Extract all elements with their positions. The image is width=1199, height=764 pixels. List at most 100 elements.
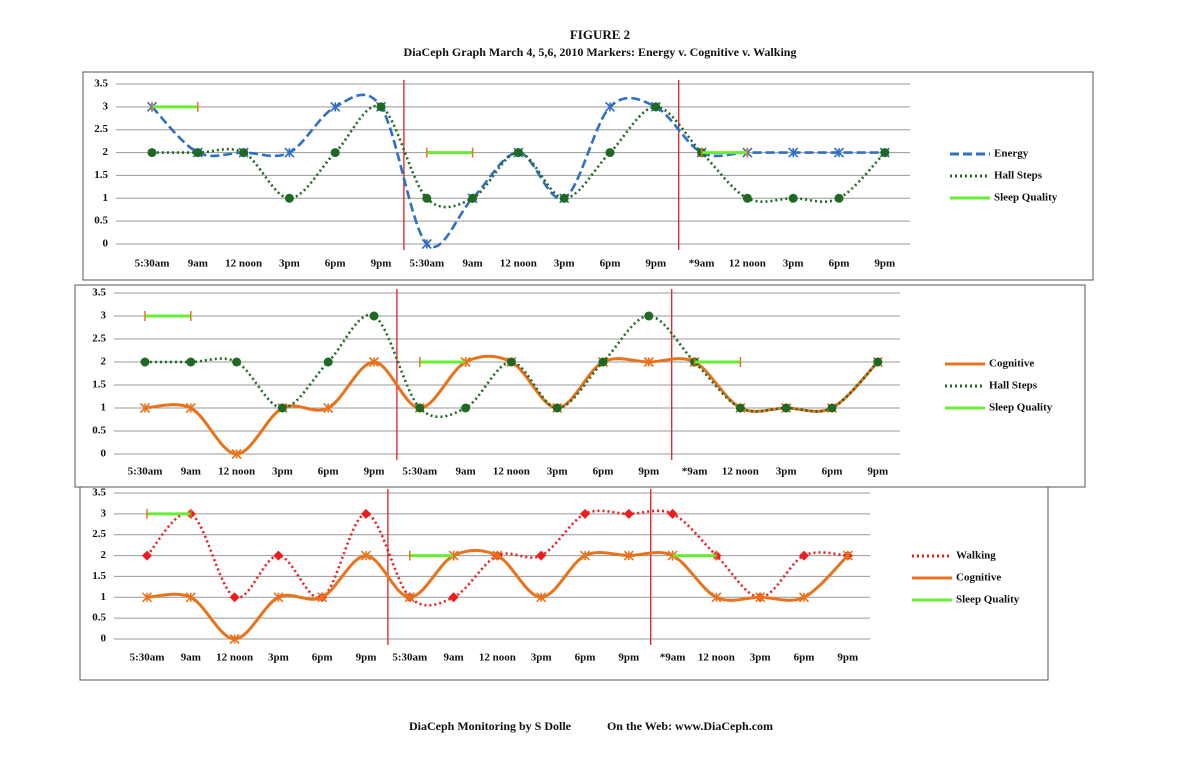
point <box>651 102 661 112</box>
series <box>151 101 749 158</box>
point <box>880 148 890 158</box>
y-tick-label: 0.5 <box>92 425 106 437</box>
x-tick-label: *9am <box>682 466 708 478</box>
x-tick-label: 9pm <box>364 466 385 478</box>
legend-label: Cognitive <box>989 358 1034 370</box>
x-tick-label: 3pm <box>272 466 293 478</box>
legend-label: Sleep Quality <box>994 192 1058 204</box>
point <box>788 193 798 203</box>
point <box>827 403 837 413</box>
legend-label: Sleep Quality <box>989 402 1053 414</box>
series <box>147 102 890 209</box>
point <box>404 592 415 603</box>
y-tick-label: 3.5 <box>92 487 106 499</box>
point <box>376 102 386 112</box>
point <box>536 592 547 603</box>
point <box>185 592 196 603</box>
point <box>711 592 722 603</box>
y-tick-label: 0 <box>101 448 107 460</box>
y-tick-label: 3 <box>101 310 107 322</box>
x-tick-label: 5:30am <box>135 258 170 270</box>
x-tick-label: 9pm <box>867 466 888 478</box>
x-tick-label: 12 noon <box>216 652 253 664</box>
point <box>598 357 608 367</box>
point <box>273 550 284 561</box>
series <box>146 93 890 250</box>
point <box>667 508 678 519</box>
x-tick-label: 9am <box>444 652 464 664</box>
point <box>186 357 196 367</box>
legend-label: Sleep Quality <box>956 594 1020 606</box>
x-tick-label: 3pm <box>531 652 552 664</box>
point <box>448 592 459 603</box>
point <box>580 508 590 519</box>
point <box>139 402 151 414</box>
x-tick-label: 5:30am <box>130 652 165 664</box>
legend-label: Energy <box>994 148 1029 160</box>
x-tick-label: 9am <box>181 466 201 478</box>
point <box>798 592 810 603</box>
chart-frame <box>79 486 1049 681</box>
x-tick-label: 5:30am <box>128 466 163 478</box>
x-tick-label: 9am <box>181 652 201 664</box>
point <box>142 550 152 561</box>
point <box>755 592 766 603</box>
y-tick-label: 3.5 <box>92 287 106 299</box>
point <box>323 402 334 414</box>
x-tick-label: 6pm <box>600 258 621 270</box>
x-tick-label: 6pm <box>593 466 614 478</box>
x-tick-label: 3pm <box>776 466 797 478</box>
point <box>140 357 150 367</box>
y-tick-label: 2.5 <box>92 528 106 540</box>
point <box>506 357 516 367</box>
y-tick-label: 2 <box>101 549 107 561</box>
y-tick-label: 0 <box>101 633 107 645</box>
x-tick-label: 12 noon <box>225 258 262 270</box>
x-tick-label: 9am <box>456 466 476 478</box>
x-tick-label: 3pm <box>268 652 289 664</box>
point <box>239 148 249 158</box>
y-tick-label: 3.5 <box>94 78 108 90</box>
y-tick-label: 2.5 <box>94 123 108 135</box>
point <box>623 550 634 561</box>
point <box>185 402 196 414</box>
y-tick-label: 3 <box>103 100 109 112</box>
figure-title: FIGURE 2 <box>570 27 630 42</box>
point <box>799 550 809 561</box>
x-tick-label: *9am <box>660 652 686 664</box>
x-tick-label: 12 noon <box>722 466 759 478</box>
point <box>229 633 240 645</box>
point <box>623 508 634 519</box>
x-tick-label: 3pm <box>783 258 804 270</box>
x-tick-label: 12 noon <box>493 466 530 478</box>
point <box>644 311 654 321</box>
point <box>330 101 341 112</box>
x-tick-label: 6pm <box>822 466 843 478</box>
point <box>643 356 654 368</box>
point <box>415 403 425 413</box>
y-tick-label: 0.5 <box>94 215 108 227</box>
line <box>144 354 879 456</box>
point <box>842 550 853 561</box>
point <box>330 148 340 158</box>
x-tick-label: 9am <box>188 258 208 270</box>
series <box>139 354 883 460</box>
x-tick-label: 3pm <box>554 258 575 270</box>
x-tick-label: 12 noon <box>500 258 537 270</box>
y-tick-label: 1.5 <box>94 169 108 181</box>
point <box>579 550 591 561</box>
y-tick-label: 1 <box>103 192 109 204</box>
point <box>605 148 615 158</box>
point <box>552 403 562 413</box>
x-tick-label: 3pm <box>547 466 568 478</box>
y-tick-label: 2 <box>101 356 107 368</box>
point <box>284 193 294 203</box>
point <box>788 147 799 158</box>
y-tick-label: 1 <box>101 402 107 414</box>
x-tick-label: 9pm <box>874 258 895 270</box>
point <box>604 101 616 112</box>
y-tick-label: 0 <box>103 238 109 250</box>
x-tick-label: 6pm <box>325 258 346 270</box>
y-tick-label: 1.5 <box>92 379 106 391</box>
x-tick-label: 3pm <box>279 258 300 270</box>
